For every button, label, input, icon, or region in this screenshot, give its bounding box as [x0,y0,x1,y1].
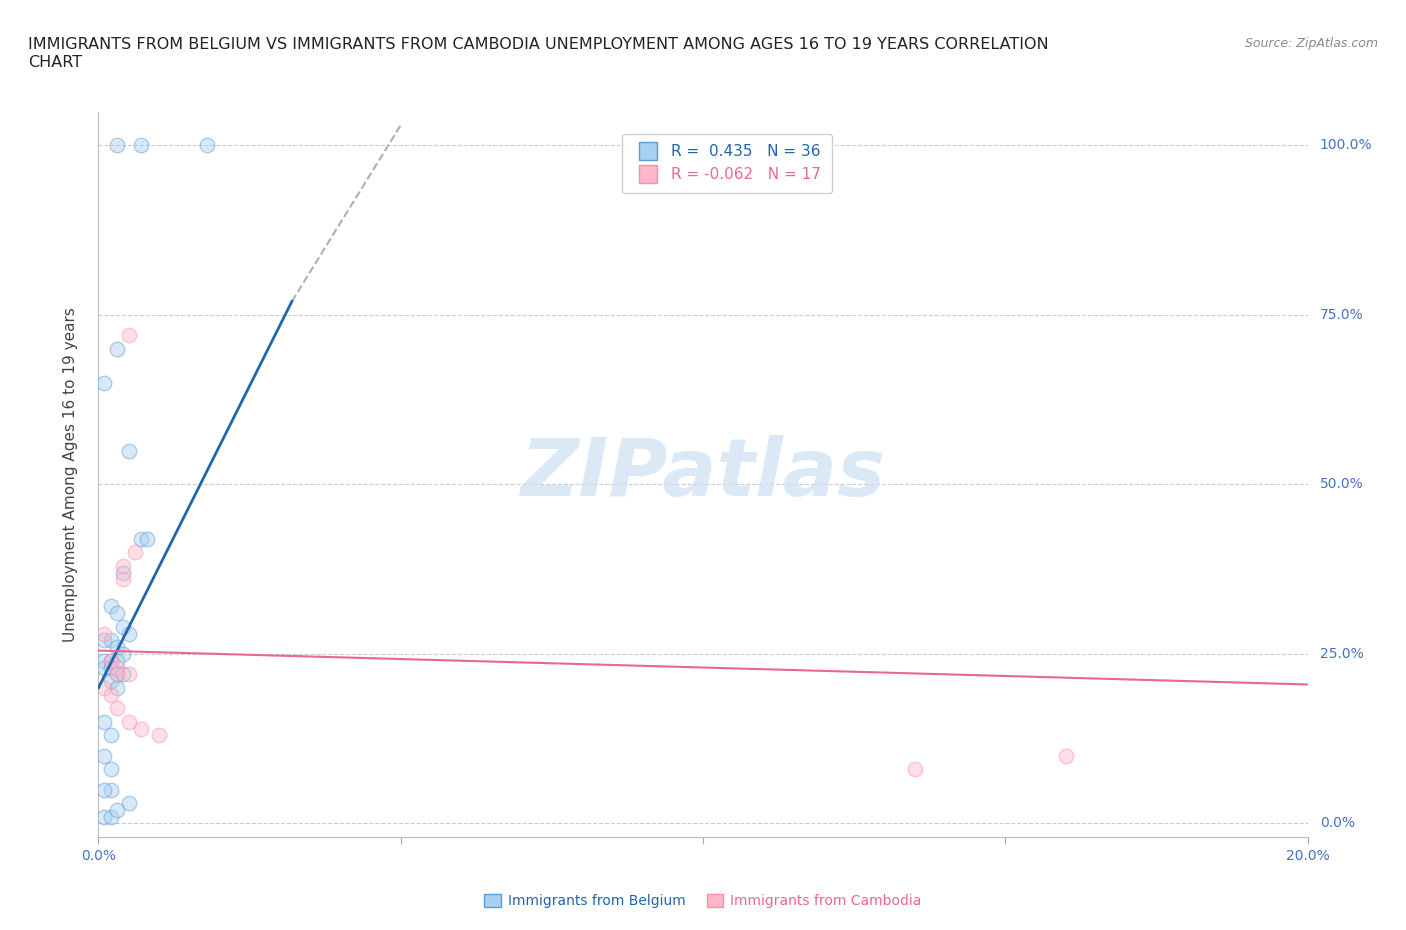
Point [105,681,128,696]
Text: 50.0%: 50.0% [1320,477,1364,491]
Text: ZIPatlas: ZIPatlas [520,435,886,513]
Text: Source: ZipAtlas.com: Source: ZipAtlas.com [1244,37,1378,50]
Point [105,653,128,668]
Point [111,646,134,661]
Point [93,749,115,764]
Point [93,660,115,675]
Point [100,809,122,824]
Point [100,687,122,702]
Point [148,728,170,743]
Point [124,545,146,560]
Point [105,640,128,655]
Point [100,633,122,648]
Point [93,376,115,391]
Legend: R =  0.435   N = 36, R = -0.062   N = 17: R = 0.435 N = 36, R = -0.062 N = 17 [623,134,832,193]
Point [93,681,115,696]
Point [129,531,152,546]
Point [100,653,122,668]
Text: 100.0%: 100.0% [1320,139,1372,153]
Text: 0.0%: 0.0% [1320,817,1354,830]
Point [111,572,134,587]
Point [105,700,128,715]
Text: 25.0%: 25.0% [1320,647,1364,661]
Point [904,762,927,777]
Point [100,599,122,614]
Point [100,673,122,688]
Text: IMMIGRANTS FROM BELGIUM VS IMMIGRANTS FROM CAMBODIA UNEMPLOYMENT AMONG AGES 16 T: IMMIGRANTS FROM BELGIUM VS IMMIGRANTS FR… [28,37,1049,70]
Point [118,328,141,343]
Point [93,633,115,648]
Point [100,653,122,668]
Point [93,714,115,729]
Point [93,626,115,641]
Point [118,626,141,641]
Point [105,660,128,675]
Point [111,558,134,573]
Point [100,728,122,743]
Point [129,721,152,736]
Point [93,809,115,824]
Point [195,138,218,153]
Point [129,138,152,153]
Point [111,565,134,580]
Point [105,667,128,682]
Point [111,619,134,634]
Point [111,667,134,682]
Point [93,653,115,668]
Point [93,782,115,797]
Point [100,762,122,777]
Legend: Immigrants from Belgium, Immigrants from Cambodia: Immigrants from Belgium, Immigrants from… [479,889,927,914]
Point [118,796,141,811]
Point [105,138,128,153]
Y-axis label: Unemployment Among Ages 16 to 19 years: Unemployment Among Ages 16 to 19 years [63,307,77,642]
Point [105,667,128,682]
Point [100,660,122,675]
Point [105,341,128,356]
Point [118,714,141,729]
Point [135,531,157,546]
Point [100,782,122,797]
Point [118,443,141,458]
Point [105,605,128,620]
Point [1054,749,1077,764]
Text: 75.0%: 75.0% [1320,308,1364,322]
Point [105,803,128,817]
Point [118,667,141,682]
